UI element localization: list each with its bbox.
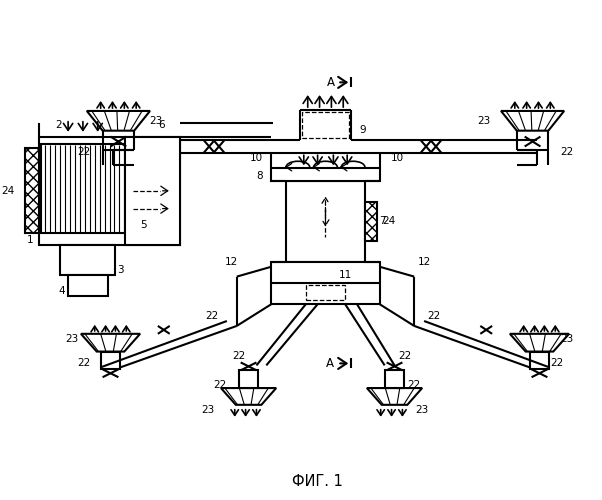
Text: 22: 22 [232, 350, 246, 360]
FancyBboxPatch shape [286, 181, 365, 262]
Text: 10: 10 [250, 154, 263, 164]
FancyBboxPatch shape [239, 370, 258, 388]
Text: 9: 9 [359, 124, 366, 134]
Text: 2: 2 [55, 120, 61, 130]
Text: 22: 22 [206, 311, 219, 321]
FancyBboxPatch shape [530, 352, 550, 370]
Text: 23: 23 [149, 116, 163, 126]
FancyBboxPatch shape [272, 262, 380, 304]
Text: 23: 23 [415, 404, 429, 414]
FancyBboxPatch shape [39, 136, 179, 245]
Text: 22: 22 [78, 358, 91, 368]
Polygon shape [510, 334, 569, 351]
Polygon shape [87, 111, 150, 130]
Text: 22: 22 [551, 358, 564, 368]
Text: 12: 12 [225, 257, 238, 267]
Text: A: A [326, 76, 335, 89]
FancyBboxPatch shape [60, 245, 116, 274]
FancyBboxPatch shape [306, 284, 345, 300]
Polygon shape [81, 334, 140, 351]
Text: 22: 22 [560, 148, 574, 158]
Text: 23: 23 [201, 404, 214, 414]
FancyBboxPatch shape [40, 144, 125, 233]
FancyBboxPatch shape [101, 352, 120, 370]
Polygon shape [367, 388, 422, 405]
Text: 5: 5 [140, 220, 146, 230]
Text: 24: 24 [382, 216, 396, 226]
Text: 11: 11 [338, 270, 352, 280]
Text: 23: 23 [477, 116, 490, 126]
Text: 1: 1 [27, 235, 34, 245]
FancyBboxPatch shape [385, 370, 405, 388]
Bar [365, 202, 377, 241]
Bar [25, 148, 39, 233]
Text: 22: 22 [408, 380, 421, 390]
Text: 22: 22 [77, 148, 90, 158]
Text: 7: 7 [379, 216, 386, 226]
Polygon shape [501, 111, 564, 130]
Text: ФИГ. 1: ФИГ. 1 [292, 474, 343, 489]
Text: 3: 3 [117, 264, 123, 274]
FancyBboxPatch shape [302, 112, 349, 138]
Text: 4: 4 [58, 286, 65, 296]
Text: 10: 10 [391, 154, 404, 164]
Text: 12: 12 [417, 257, 430, 267]
Text: 8: 8 [256, 171, 263, 181]
FancyBboxPatch shape [125, 136, 179, 245]
Text: 22: 22 [398, 350, 411, 360]
Text: 22: 22 [214, 380, 227, 390]
Text: 6: 6 [158, 120, 165, 130]
Polygon shape [221, 388, 276, 405]
Text: A: A [326, 357, 334, 370]
Text: 22: 22 [427, 311, 441, 321]
Text: 24: 24 [2, 186, 15, 196]
FancyBboxPatch shape [272, 154, 380, 181]
Text: 23: 23 [560, 334, 574, 344]
Text: 23: 23 [66, 334, 79, 344]
FancyBboxPatch shape [68, 274, 108, 296]
